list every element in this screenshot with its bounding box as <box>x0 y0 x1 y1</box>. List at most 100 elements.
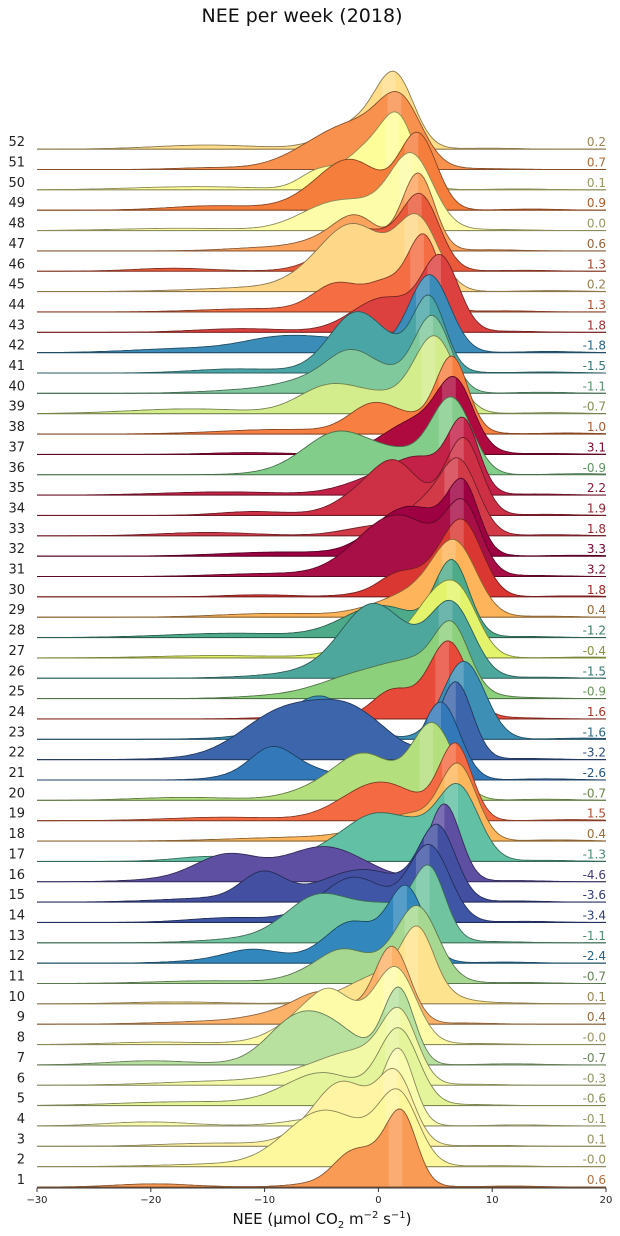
x-tick-label: −20 <box>140 1195 161 1206</box>
week-label: 51 <box>8 156 25 171</box>
week-mean-label: -0.9 <box>583 685 606 699</box>
ridge-area <box>37 315 606 394</box>
ridge-week-1: 1 0.6 <box>17 1108 606 1188</box>
week-label: 36 <box>8 461 25 476</box>
week-mean-label: 0.4 <box>587 827 606 841</box>
week-label: 1 <box>17 1173 25 1188</box>
week-label: 4 <box>17 1112 25 1127</box>
week-mean-label: -0.7 <box>583 786 606 800</box>
week-label: 52 <box>8 135 25 150</box>
ridge-area <box>37 986 606 1065</box>
week-label: 30 <box>8 583 25 598</box>
ridge-area <box>37 1007 606 1086</box>
week-label: 23 <box>8 725 25 740</box>
week-label: 25 <box>8 685 25 700</box>
week-mean-label: -0.3 <box>583 1071 606 1085</box>
ridge-area <box>37 1068 606 1147</box>
ridge-area <box>37 966 606 1045</box>
ridge-outline <box>37 1088 606 1168</box>
week-label: 20 <box>8 786 25 801</box>
ridge-area <box>37 91 606 170</box>
week-mean-label: -1.1 <box>583 929 606 943</box>
week-mean-label: 1.8 <box>587 583 606 597</box>
week-mean-label: -1.8 <box>583 339 606 353</box>
ridge-highlight <box>419 722 434 801</box>
week-label: 2 <box>17 1153 25 1168</box>
ridge-outline <box>37 152 606 231</box>
x-axis: −30 −20 −10 0 10 20 <box>26 1187 612 1206</box>
week-label: 46 <box>8 257 25 272</box>
week-label: 27 <box>8 644 25 659</box>
ridge-outline <box>37 721 606 801</box>
ridge-week-42: 42 -1.8 <box>8 274 606 354</box>
ridge-area <box>37 518 606 597</box>
week-mean-label: 0.4 <box>587 1010 606 1024</box>
week-label: 49 <box>8 196 25 211</box>
week-label: 13 <box>8 929 25 944</box>
x-tick-label: 10 <box>486 1195 499 1206</box>
week-mean-label: 1.9 <box>587 501 606 515</box>
week-mean-label: 0.4 <box>587 603 606 617</box>
week-label: 28 <box>8 624 25 639</box>
ridge-week-44: 44 1.3 <box>8 233 606 313</box>
week-label: 50 <box>8 176 25 191</box>
ridge-area <box>37 172 606 251</box>
ridge-outline <box>37 131 607 211</box>
week-mean-label: -4.6 <box>583 868 606 882</box>
week-mean-label: 2.2 <box>587 481 606 495</box>
week-label: 35 <box>8 481 25 496</box>
week-label: 44 <box>8 298 25 313</box>
ridge-area <box>37 233 606 312</box>
week-mean-label: 0.6 <box>587 237 606 251</box>
ridge-area <box>37 681 606 760</box>
ridge-area <box>37 1027 606 1106</box>
week-label: 45 <box>8 278 25 293</box>
ridge-week-51: 51 0.7 <box>8 91 606 171</box>
week-mean-label: -0.6 <box>583 1092 606 1106</box>
week-label: 15 <box>8 888 25 903</box>
week-label: 24 <box>8 705 25 720</box>
ridge-outline <box>37 111 606 191</box>
week-mean-label: -0.7 <box>583 400 606 414</box>
week-mean-label: -2.6 <box>583 766 606 780</box>
week-label: 31 <box>8 563 25 578</box>
ridge-week-3: 3 0.1 <box>17 1067 606 1147</box>
week-label: 32 <box>8 542 25 557</box>
week-label: 47 <box>8 237 25 252</box>
week-label: 9 <box>17 1010 25 1025</box>
week-mean-label: -3.2 <box>583 746 606 760</box>
ridge-outline <box>37 803 606 883</box>
week-mean-label: 1.6 <box>587 705 606 719</box>
week-mean-label: -1.1 <box>583 379 606 393</box>
ridge-outline <box>37 416 606 496</box>
week-mean-label: -3.6 <box>583 888 606 902</box>
week-mean-label: 1.8 <box>587 522 606 536</box>
week-label: 42 <box>8 339 25 354</box>
ridge-area <box>37 783 606 862</box>
week-mean-label: -0.0 <box>583 1153 606 1167</box>
ridge-area <box>37 600 606 679</box>
week-label: 38 <box>8 420 25 435</box>
ridge-week-48: 48 0.0 <box>8 152 606 232</box>
x-tick-label: −30 <box>26 1195 47 1206</box>
week-mean-label: 0.9 <box>587 196 606 210</box>
ridge-area <box>37 254 606 333</box>
ridge-area <box>37 295 606 373</box>
week-label: 19 <box>8 807 25 822</box>
week-mean-label: -1.5 <box>583 359 606 373</box>
ridge-area <box>37 132 606 211</box>
ridge-outline <box>37 905 606 984</box>
week-mean-label: 0.2 <box>587 278 606 292</box>
ridge-area <box>37 864 606 943</box>
week-mean-label: 0.6 <box>587 1173 606 1187</box>
ridge-outline <box>37 579 606 659</box>
ridge-area <box>37 213 606 292</box>
week-mean-label: -0.9 <box>583 461 606 475</box>
week-label: 43 <box>8 318 25 333</box>
x-tick-label: 0 <box>375 1195 381 1206</box>
week-label: 12 <box>8 949 25 964</box>
x-axis-label: NEE (μmol CO2 m−2 s−1) <box>232 1210 411 1231</box>
week-mean-label: -0.7 <box>583 970 606 984</box>
x-tick-label: −10 <box>254 1195 275 1206</box>
week-mean-label: -1.2 <box>583 624 606 638</box>
